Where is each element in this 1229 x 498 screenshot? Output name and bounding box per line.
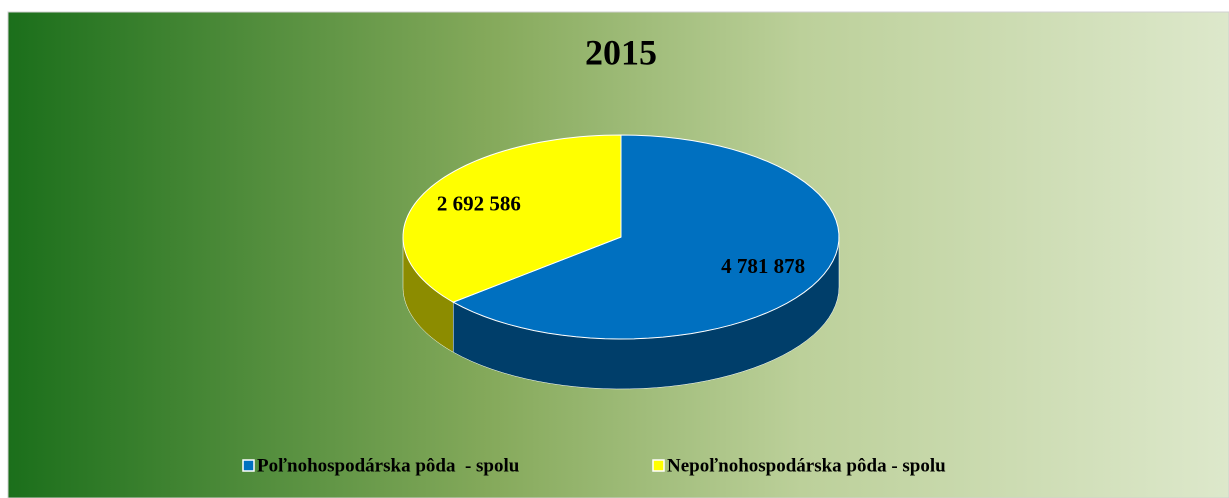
pie-slice: [402, 134, 622, 303]
legend-marker: [652, 459, 665, 472]
chart-title: 2015: [585, 32, 657, 72]
legend-marker: [242, 459, 255, 472]
pie-slice: [452, 134, 840, 340]
legend-label: Poľnohospodárska pôda - spolu: [257, 455, 520, 476]
data-label: 2 692 586: [437, 192, 521, 216]
data-label: 4 781 878: [721, 254, 805, 278]
legend-label: Nepoľnohospodárska pôda - spolu: [667, 455, 946, 476]
